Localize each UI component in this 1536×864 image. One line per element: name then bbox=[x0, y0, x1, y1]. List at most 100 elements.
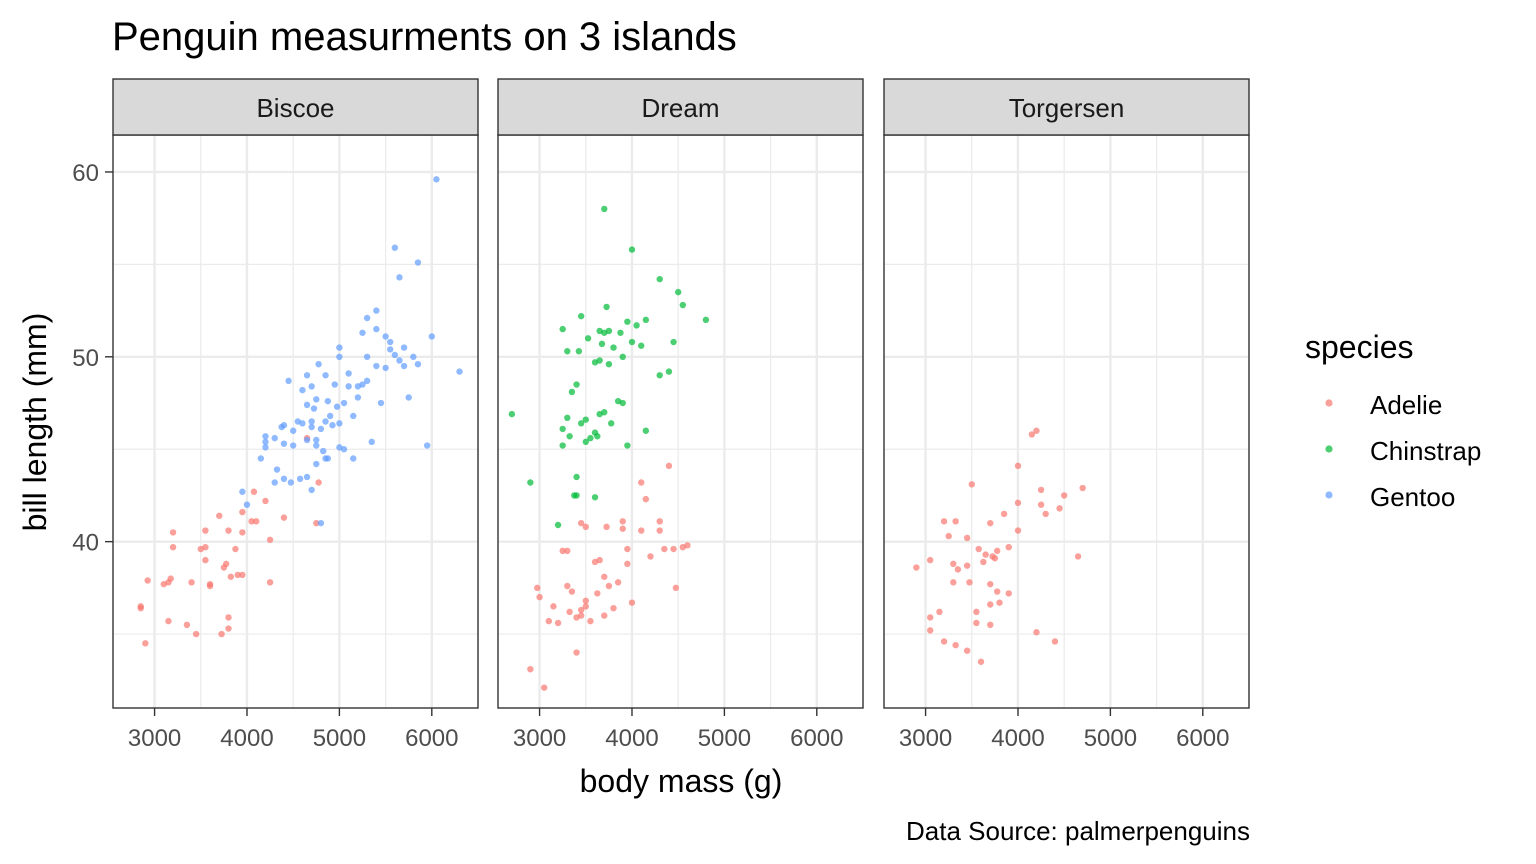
data-point-chinstrap bbox=[587, 434, 594, 442]
data-point-chinstrap bbox=[619, 399, 626, 407]
data-point-gentoo bbox=[257, 455, 265, 462]
data-point-adelie bbox=[672, 584, 680, 592]
data-point-adelie bbox=[656, 527, 663, 534]
data-point-chinstrap bbox=[656, 275, 663, 283]
data-point-adelie bbox=[225, 527, 232, 534]
data-point-gentoo bbox=[273, 466, 281, 473]
data-point-gentoo bbox=[423, 442, 431, 449]
data-point-gentoo bbox=[329, 421, 336, 429]
data-point-adelie bbox=[568, 588, 576, 595]
data-point-gentoo bbox=[299, 420, 306, 427]
data-point-adelie bbox=[253, 518, 260, 525]
data-point-chinstrap bbox=[619, 353, 626, 361]
data-point-chinstrap bbox=[559, 325, 566, 333]
data-point-gentoo bbox=[262, 433, 269, 440]
data-point-adelie bbox=[225, 614, 232, 621]
data-point-adelie bbox=[582, 523, 589, 531]
data-point-chinstrap bbox=[665, 368, 673, 375]
data-point-gentoo bbox=[336, 420, 343, 427]
data-point-gentoo bbox=[331, 381, 338, 388]
data-point-gentoo bbox=[400, 344, 408, 351]
data-point-adelie bbox=[564, 547, 571, 555]
data-point-adelie bbox=[222, 560, 230, 568]
data-point-chinstrap bbox=[564, 414, 571, 422]
data-point-gentoo bbox=[280, 475, 288, 482]
data-point-adelie bbox=[554, 619, 562, 627]
data-point-adelie bbox=[638, 527, 645, 534]
data-point-adelie bbox=[577, 606, 585, 614]
data-point-chinstrap bbox=[605, 327, 613, 335]
data-point-gentoo bbox=[456, 368, 463, 375]
data-point-adelie bbox=[234, 571, 241, 579]
y-tick-label: 60 bbox=[72, 160, 99, 187]
data-point-gentoo bbox=[336, 344, 343, 351]
data-point-adelie bbox=[577, 519, 585, 527]
data-point-gentoo bbox=[373, 325, 380, 333]
data-point-adelie bbox=[596, 556, 603, 564]
x-tick-label: 4000 bbox=[605, 725, 658, 752]
data-point-adelie bbox=[239, 508, 246, 516]
data-point-adelie bbox=[169, 529, 177, 536]
data-point-chinstrap bbox=[679, 301, 687, 309]
data-point-adelie bbox=[1060, 492, 1068, 499]
data-point-chinstrap bbox=[573, 381, 580, 388]
data-point-chinstrap bbox=[554, 521, 562, 529]
data-point-gentoo bbox=[296, 475, 304, 482]
data-point-adelie bbox=[313, 519, 320, 527]
data-point-gentoo bbox=[387, 338, 394, 346]
data-point-adelie bbox=[927, 556, 934, 564]
data-point-adelie bbox=[536, 593, 543, 601]
y-tick-label: 50 bbox=[72, 345, 99, 372]
x-tick-label: 6000 bbox=[405, 725, 458, 752]
data-point-adelie bbox=[950, 579, 957, 586]
data-point-adelie bbox=[227, 573, 235, 580]
data-point-adelie bbox=[1033, 629, 1040, 636]
data-point-gentoo bbox=[345, 370, 352, 377]
data-point-adelie bbox=[913, 564, 920, 571]
data-point-adelie bbox=[1051, 638, 1059, 645]
data-point-gentoo bbox=[382, 333, 389, 340]
data-point-adelie bbox=[619, 525, 626, 532]
data-point-adelie bbox=[1037, 486, 1045, 494]
data-point-adelie bbox=[594, 590, 601, 597]
data-point-adelie bbox=[587, 617, 594, 625]
data-point-adelie bbox=[993, 588, 1001, 595]
y-tick-label: 40 bbox=[72, 530, 99, 557]
facet-strip-label: Dream bbox=[641, 93, 719, 123]
data-point-gentoo bbox=[322, 372, 329, 379]
data-point-adelie bbox=[987, 621, 994, 629]
data-point-adelie bbox=[1005, 543, 1012, 551]
data-point-gentoo bbox=[340, 399, 348, 407]
data-point-gentoo bbox=[363, 377, 371, 385]
data-point-adelie bbox=[550, 603, 557, 610]
data-point-adelie bbox=[966, 579, 973, 586]
data-point-adelie bbox=[1056, 505, 1063, 512]
data-point-gentoo bbox=[262, 438, 269, 446]
data-point-adelie bbox=[545, 617, 553, 625]
data-point-gentoo bbox=[400, 362, 408, 370]
data-point-gentoo bbox=[410, 353, 417, 361]
facet-strip bbox=[497, 78, 864, 136]
x-tick-label: 3000 bbox=[513, 725, 566, 752]
data-point-gentoo bbox=[310, 405, 318, 412]
legend: species Adelie Chinstrap Gentoo bbox=[1305, 329, 1481, 512]
data-point-adelie bbox=[952, 518, 959, 525]
data-point-adelie bbox=[973, 619, 980, 627]
legend-key bbox=[1325, 491, 1333, 499]
data-point-adelie bbox=[315, 479, 322, 486]
data-point-gentoo bbox=[414, 361, 422, 368]
data-point-adelie bbox=[206, 580, 214, 588]
facet-strip-label: Torgersen bbox=[1009, 93, 1125, 123]
data-point-gentoo bbox=[324, 397, 332, 405]
data-point-gentoo bbox=[326, 412, 334, 420]
facet-strip bbox=[112, 78, 479, 136]
data-point-adelie bbox=[982, 551, 989, 558]
data-point-gentoo bbox=[308, 423, 315, 431]
legend-entry-chinstrap: Chinstrap bbox=[1325, 436, 1481, 466]
data-point-gentoo bbox=[354, 394, 362, 401]
data-point-chinstrap bbox=[598, 340, 606, 348]
legend-label: Gentoo bbox=[1370, 482, 1455, 512]
data-point-chinstrap bbox=[575, 348, 583, 355]
data-point-adelie bbox=[987, 601, 994, 608]
x-tick-label: 4000 bbox=[220, 725, 273, 752]
